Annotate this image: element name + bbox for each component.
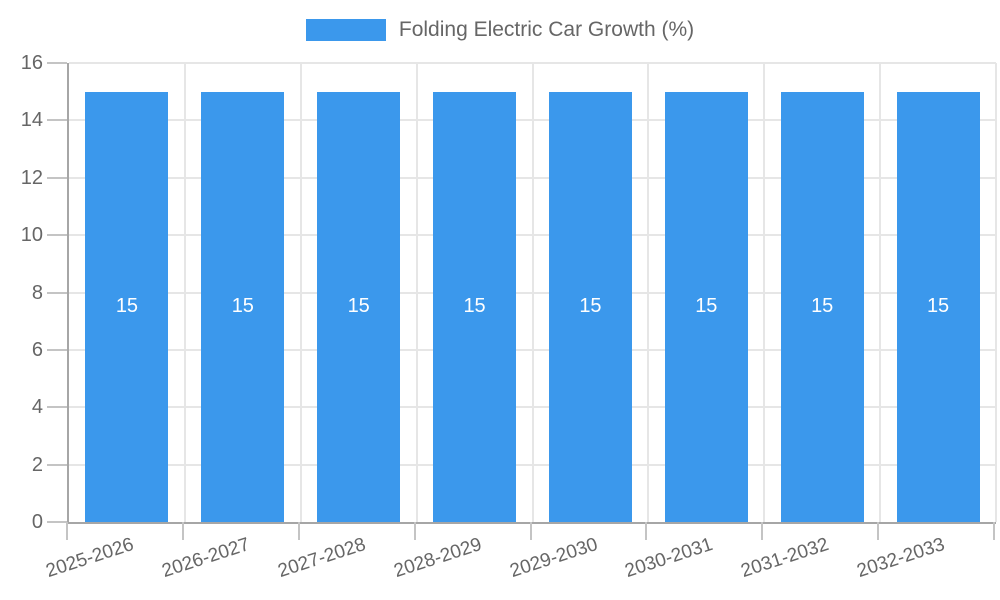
x-axis-label: 2027-2028 [275,534,369,583]
bar[interactable]: 15 [433,91,517,522]
bar-value-label: 15 [347,295,370,318]
bar[interactable]: 15 [664,91,748,522]
x-axis-tick [297,522,300,540]
bar[interactable]: 15 [201,91,285,522]
y-axis-tick [47,521,67,523]
x-axis-tick [645,522,648,540]
bar[interactable]: 15 [548,91,632,522]
bar-value-label: 15 [463,295,486,318]
gridline-vertical [763,63,766,522]
gridline-vertical [647,63,650,522]
legend-swatch [305,19,386,41]
x-axis-label: 2031-2032 [738,534,832,583]
y-axis-label: 14 [20,109,43,132]
bar-value-label: 15 [695,295,718,318]
y-axis-label: 12 [20,166,43,189]
x-axis-label: 2032-2033 [854,534,948,583]
x-axis-label: 2029-2030 [507,534,600,583]
bar-value-label: 15 [926,295,950,318]
bar-value-label: 15 [579,295,602,318]
gridline-vertical [183,63,186,522]
bar[interactable]: 15 [896,91,980,522]
x-axis-tick [877,522,880,540]
y-axis-label: 0 [31,511,43,533]
bar[interactable]: 15 [317,91,401,522]
y-axis-tick [47,119,67,122]
y-axis-tick [47,463,67,466]
bar[interactable]: 15 [85,91,169,522]
x-axis-label: 2025-2026 [43,534,137,583]
y-axis-tick [47,176,67,179]
bar-value-label: 15 [115,295,139,318]
y-axis-tick [47,406,67,409]
y-axis-label: 4 [31,396,43,419]
x-axis-tick [529,522,532,540]
x-axis-label: 2030-2031 [622,534,716,583]
x-axis-label: 2028-2029 [391,534,485,583]
legend-label: Folding Electric Car Growth (%) [398,18,695,41]
x-axis-tick [66,522,68,540]
y-axis-label: 16 [20,52,43,74]
legend: Folding Electric Car Growth (%) [0,18,1000,42]
gridline-vertical [995,63,997,522]
plot-area: 15 15 15 15 15 15 15 15 [67,62,997,524]
y-axis-tick [47,62,67,64]
x-axis-tick [761,522,764,540]
y-axis-tick [47,291,67,294]
y-axis-label: 8 [31,281,43,304]
gridline-horizontal [69,62,996,64]
bar-value-label: 15 [811,295,834,318]
y-axis-label: 2 [31,453,43,476]
x-axis-tick [413,522,416,540]
bar-value-label: 15 [231,295,254,318]
gridline-vertical [879,63,882,522]
x-axis-tick [181,522,184,540]
legend-item[interactable]: Folding Electric Car Growth (%) [305,18,695,42]
y-axis-tick [47,234,67,237]
bar[interactable]: 15 [780,91,864,522]
gridline-vertical [415,63,418,522]
x-axis-tick [993,522,995,540]
gridline-vertical [299,63,302,522]
gridline-vertical [531,63,534,522]
x-axis-label: 2026-2027 [159,534,253,583]
y-axis-label: 6 [31,338,43,361]
y-axis-label: 10 [20,224,43,247]
y-axis-tick [47,348,67,351]
